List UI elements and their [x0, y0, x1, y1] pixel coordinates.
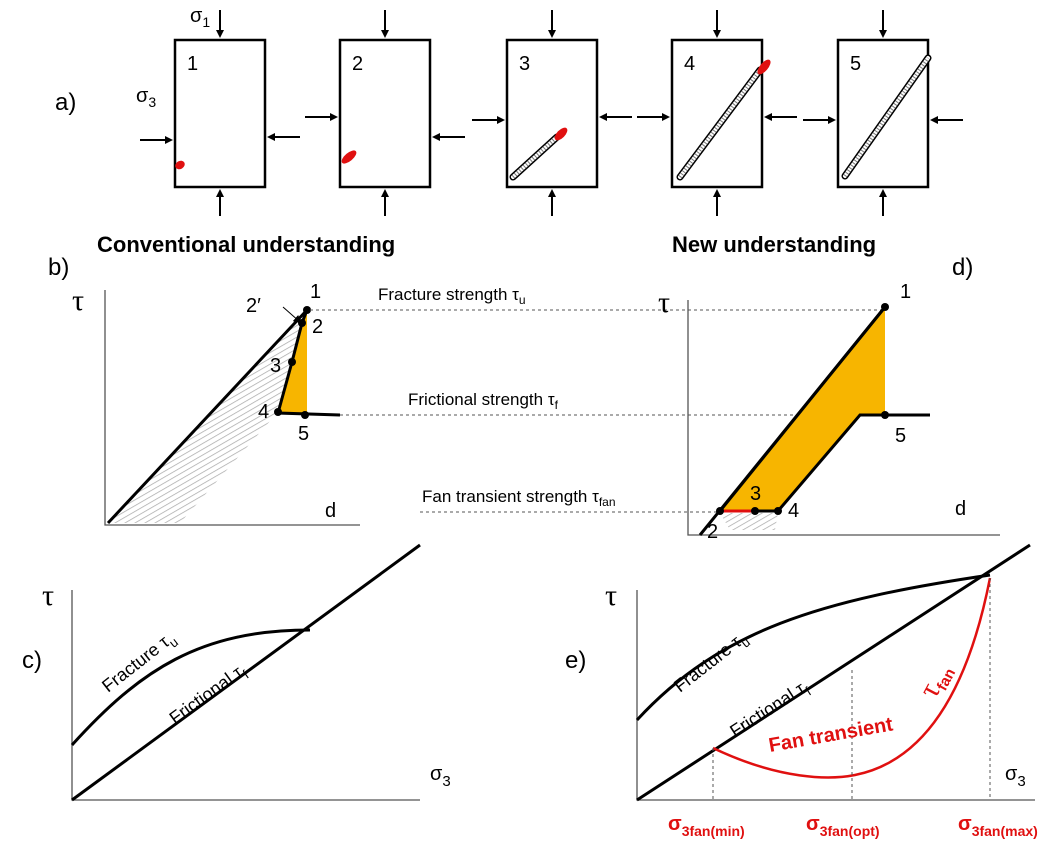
panel-label: a) — [55, 89, 76, 116]
text: Fracture τ — [670, 632, 745, 696]
text: Fracture strength τ — [378, 285, 519, 304]
point — [298, 319, 306, 327]
sigma-fan-label: σ3fan(min) — [668, 813, 745, 839]
box-number: 4 — [684, 53, 695, 75]
point-label: 2′ — [246, 295, 261, 317]
hatched-area — [720, 513, 778, 530]
point-label: 4 — [258, 401, 269, 423]
panel-title: New understanding — [672, 232, 876, 257]
box-number: 2 — [352, 53, 363, 75]
specimen: 4 — [637, 10, 797, 216]
point-label: 4 — [788, 500, 799, 522]
point — [881, 411, 889, 419]
x-axis-label: σ3 — [1005, 763, 1026, 790]
panel-label: e) — [565, 647, 586, 674]
point-label: 3 — [750, 483, 761, 505]
symbol: σ — [136, 85, 149, 107]
panel-label: c) — [22, 647, 42, 674]
x-axis-label: d — [325, 500, 336, 522]
subscript: 3fan(opt) — [820, 823, 880, 839]
specimen: 2 — [305, 10, 465, 216]
symbol: σ — [190, 5, 203, 27]
figure: a) σ1 σ3 12345 b) Conventional understan… — [0, 0, 1057, 842]
point — [716, 507, 724, 515]
specimen: 1 — [140, 10, 300, 216]
text: Fan transient strength τ — [422, 487, 599, 506]
point-label: 2 — [707, 521, 718, 543]
box-number: 3 — [519, 53, 530, 75]
symbol: σ — [958, 813, 972, 835]
x-axis-label: d — [955, 498, 966, 520]
symbol: σ — [1005, 763, 1018, 785]
point — [301, 411, 309, 419]
fracture-strength-label: Fracture strength τu — [378, 285, 526, 307]
panel-e: e) τ σ3 Fracture τu Frictional τf Fan tr… — [565, 545, 1038, 839]
subscript: f — [555, 398, 559, 412]
sigma-3-label: σ3 — [136, 85, 156, 110]
point — [881, 303, 889, 311]
point-label: 1 — [310, 281, 321, 303]
point-label: 5 — [895, 425, 906, 447]
subscript: 3fan(min) — [682, 823, 745, 839]
subscript: u — [519, 293, 526, 307]
symbol: σ — [806, 813, 820, 835]
subscript: 1 — [202, 14, 210, 30]
y-axis-label: τ — [72, 284, 84, 317]
panel-label: b) — [48, 254, 69, 281]
x-axis-label: σ3 — [430, 763, 451, 790]
subscript: 3 — [442, 773, 450, 790]
point-label: 5 — [298, 423, 309, 445]
fracture-label: Fracture τu — [670, 627, 753, 699]
box-number: 1 — [187, 53, 198, 75]
subscript: 3 — [148, 94, 156, 110]
y-axis-label: τ — [658, 286, 670, 319]
point-label: 1 — [900, 281, 911, 303]
panel-c: c) τ σ3 Fracture τu Frictional τf — [22, 545, 451, 800]
fan-symbol-label: τfan — [912, 657, 959, 704]
text: Frictional strength τ — [408, 390, 555, 409]
fan-strength-label: Fan transient strength τfan — [422, 487, 616, 509]
point — [751, 507, 759, 515]
fan-transient-label: Fan transient — [767, 713, 895, 757]
sigma-1-label: σ1 — [190, 5, 210, 30]
y-axis-label: τ — [42, 579, 54, 612]
sigma-fan-label: σ3fan(opt) — [806, 813, 880, 839]
symbol: σ — [668, 813, 682, 835]
panel-d: d) New understanding τ d 1 2 3 4 5 — [658, 232, 1000, 543]
point-label: 3 — [270, 355, 281, 377]
subscript: 3 — [1017, 773, 1025, 790]
y-axis-label: τ — [605, 579, 617, 612]
text: Frictional τ — [166, 662, 247, 728]
point-label: 2 — [312, 316, 323, 338]
point — [303, 306, 311, 314]
point — [274, 408, 282, 416]
sigma-fan-label: σ3fan(max) — [958, 813, 1038, 839]
subscript: 3fan(max) — [972, 823, 1038, 839]
frictional-strength-label: Frictional strength τf — [408, 390, 559, 412]
frictional-label: Frictional τf — [166, 660, 252, 732]
panel-label: d) — [952, 254, 973, 281]
specimen: 3 — [472, 10, 632, 216]
axes — [637, 590, 1035, 800]
subscript: fan — [599, 495, 616, 509]
symbol: σ — [430, 763, 443, 785]
box-number: 5 — [850, 53, 861, 75]
point — [288, 358, 296, 366]
pointer — [283, 307, 300, 322]
specimen: 5 — [803, 10, 963, 216]
panel-b: b) Conventional understanding τ d 1 2′ 2… — [48, 232, 395, 525]
panel-title: Conventional understanding — [97, 232, 395, 257]
point — [774, 507, 782, 515]
